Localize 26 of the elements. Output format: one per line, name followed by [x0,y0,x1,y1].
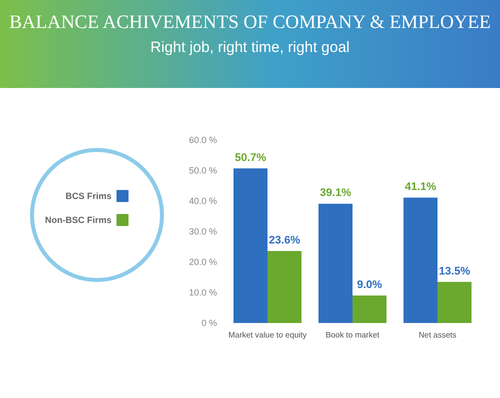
x-tick-label: Net assets [418,330,456,340]
chart-subtitle: Right job, right time, right goal [150,39,350,56]
bar [318,204,352,323]
y-tick-label: 40.0 % [188,196,217,206]
bar [352,296,386,323]
chart-title: BALANCE ACHIVEMENTS OF COMPANY & EMPLOYEE [9,12,491,33]
data-label: 23.6% [268,234,300,247]
data-label: 39.1% [320,187,352,200]
y-tick-label: 50.0 % [188,166,217,176]
y-tick-label: 10.0 % [188,288,217,298]
data-label: 50.7% [234,152,266,164]
y-tick-label: 20.0 % [188,257,217,267]
bar [404,198,438,323]
legend-label: BCS Frims [65,191,112,201]
legend-label: Non-BSC Firms [44,215,112,225]
y-tick-label: 30.0 % [188,226,217,236]
data-label: 41.1% [404,181,436,194]
bar [438,282,472,323]
bar [234,168,268,323]
data-label: 9.0% [356,279,382,292]
data-label: 13.5% [438,265,470,278]
x-tick-label: Book to market [326,330,380,340]
y-tick-label: 0 % [201,318,217,328]
bar [268,251,302,323]
x-tick-label: Market value to equity [228,330,307,340]
y-tick-label: 60.0 % [188,135,217,145]
